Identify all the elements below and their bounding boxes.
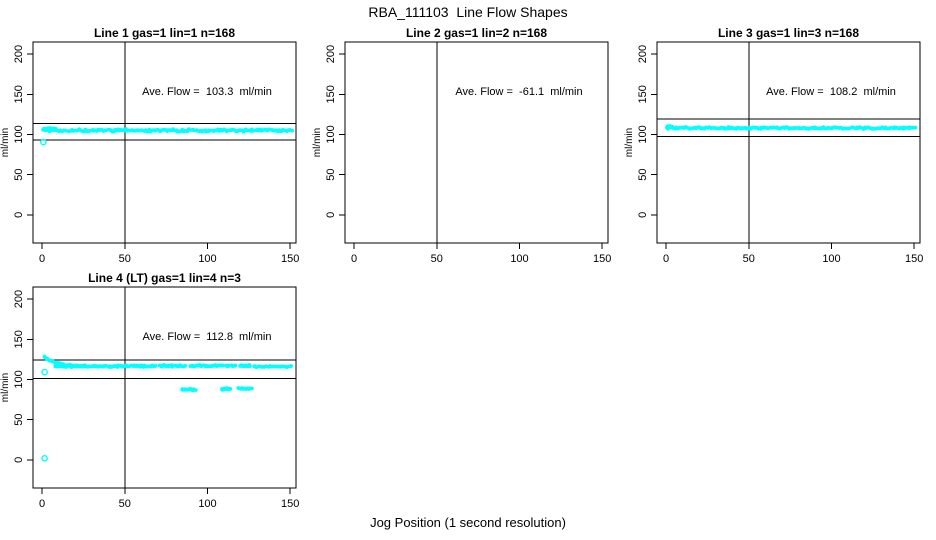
y-axis-unit-label: ml/min: [0, 373, 11, 402]
y-tick-label: 150: [325, 85, 337, 103]
y-tick-label: 0: [13, 457, 25, 463]
y-tick-label: 50: [637, 169, 649, 181]
y-tick-label: 200: [13, 290, 25, 308]
y-tick-label: 200: [637, 45, 649, 63]
data-points: [665, 124, 918, 131]
y-tick-label: 200: [325, 45, 337, 63]
data-point: [153, 363, 158, 368]
y-tick-label: 100: [325, 125, 337, 143]
x-tick-label: 100: [822, 253, 840, 265]
x-tick-label: 0: [39, 498, 45, 510]
panel-title-line3: Line 3 gas=1 lin=3 n=168: [717, 26, 860, 40]
x-tick-label: 0: [663, 253, 669, 265]
data-point: [670, 124, 675, 129]
y-tick-label: 0: [637, 212, 649, 218]
ave-flow-annotation-line3: Ave. Flow = 108.2 ml/min: [766, 86, 896, 98]
data-point: [233, 364, 238, 368]
panel-title-line2: Line 2 gas=1 lin=2 n=168: [405, 26, 548, 40]
ave-flow-annotation-line4: Ave. Flow = 112.8 ml/min: [142, 331, 272, 343]
x-tick-label: 0: [351, 253, 357, 265]
data-point: [183, 363, 188, 368]
data-point: [53, 126, 58, 131]
y-axis-unit-label: ml/min: [624, 128, 635, 157]
data-point: [250, 386, 254, 391]
panel-title-line4: Line 4 (LT) gas=1 lin=4 n=3: [88, 271, 241, 285]
data-point: [228, 387, 233, 391]
data-points: [42, 354, 294, 393]
y-axis-unit-label: ml/min: [0, 128, 11, 157]
plot-box: [32, 41, 297, 244]
x-tick-label: 100: [198, 498, 216, 510]
panel-line1: 0 50 100 150 0 50 100 150 200 ml/min: [0, 41, 299, 265]
x-tick-label: 50: [431, 253, 443, 265]
plot-box: [656, 41, 921, 244]
figure-title: RBA_111103 Line Flow Shapes: [368, 4, 568, 20]
x-tick-label: 150: [905, 253, 923, 265]
y-tick-label: 150: [13, 330, 25, 348]
data-point: [289, 364, 294, 368]
x-tick-label: 150: [593, 253, 611, 265]
plot-box: [32, 286, 297, 489]
y-tick-label: 200: [13, 45, 25, 63]
x-tick-label: 50: [743, 253, 755, 265]
outlier-point: [41, 368, 48, 376]
y-tick-label: 100: [13, 370, 25, 388]
x-tick-label: 100: [198, 253, 216, 265]
data-point: [290, 128, 295, 133]
data-point: [248, 364, 252, 368]
y-tick-label: 0: [13, 212, 25, 218]
x-tick-label: 100: [510, 253, 528, 265]
x-tick-label: 150: [281, 498, 299, 510]
y-tick-label: 50: [13, 414, 25, 426]
x-tick-label: 50: [119, 253, 131, 265]
ave-flow-annotation-line2: Ave. Flow = -61.1 ml/min: [455, 86, 583, 98]
data-point: [220, 363, 225, 368]
panel-title-line1: Line 1 gas=1 lin=1 n=168: [93, 26, 236, 40]
x-tick-label: 50: [119, 498, 131, 510]
data-points: [41, 126, 295, 134]
y-tick-label: 100: [637, 125, 649, 143]
y-tick-label: 50: [325, 169, 337, 181]
x-tick-label: 150: [281, 253, 299, 265]
ave-flow-annotation-line1: Ave. Flow = 103.3 ml/min: [142, 86, 272, 98]
data-point: [193, 388, 198, 392]
data-point: [913, 125, 918, 130]
y-axis-unit-label: ml/min: [312, 128, 323, 157]
x-tick-label: 0: [39, 253, 45, 265]
panel-line4: 0 50 100 150 0 50 100 150 200 ml/min: [0, 286, 299, 510]
y-tick-label: 100: [13, 125, 25, 143]
x-axis-label: Jog Position (1 second resolution): [370, 515, 566, 530]
y-tick-label: 0: [325, 212, 337, 218]
panel-line2: 0 50 100 150 0 50 100 150 200 ml/min: [312, 41, 611, 265]
y-tick-label: 150: [637, 85, 649, 103]
y-tick-label: 150: [13, 85, 25, 103]
panel-line3: 0 50 100 150 0 50 100 150 200 ml/min: [624, 41, 923, 265]
outlier-point: [41, 454, 48, 462]
outlier-point: [40, 138, 47, 146]
y-tick-label: 50: [13, 169, 25, 181]
plot-box: [344, 41, 609, 244]
